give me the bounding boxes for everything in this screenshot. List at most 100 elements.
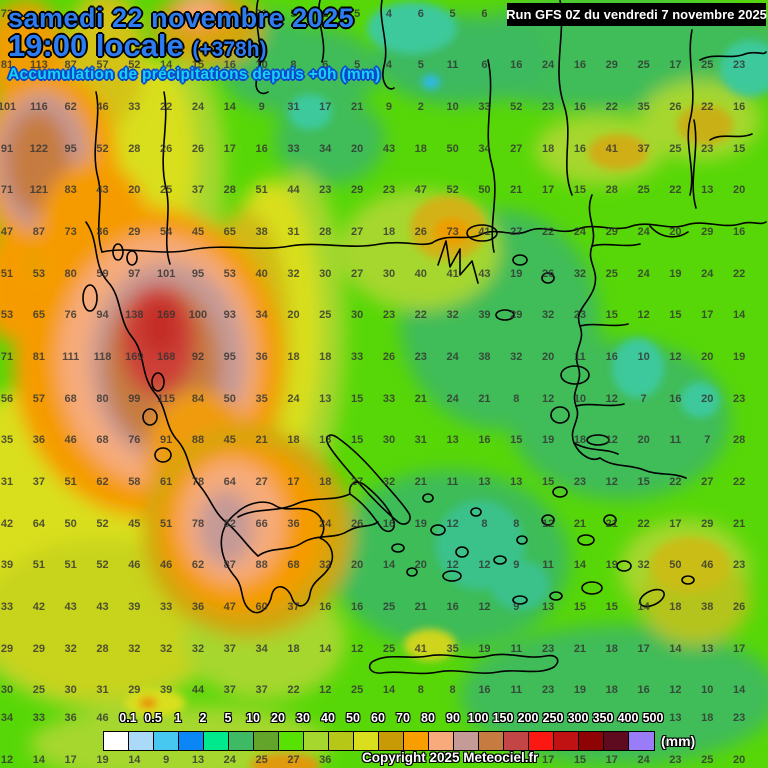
grid-value: 27 — [510, 143, 523, 155]
grid-value: 22 — [637, 518, 650, 530]
legend-threshold-label: 400 — [617, 711, 639, 725]
grid-value: 8 — [513, 393, 520, 405]
grid-value: 31 — [0, 476, 14, 488]
grid-value: 32 — [319, 559, 332, 571]
legend-threshold-label: 50 — [346, 711, 360, 725]
grid-value: 7 — [704, 434, 711, 446]
grid-value: 15 — [669, 309, 682, 321]
grid-value: 68 — [64, 393, 77, 405]
legend-cell — [154, 732, 179, 750]
grid-value: 31 — [414, 434, 427, 446]
grid-value: 18 — [541, 143, 555, 155]
legend-cell — [304, 732, 329, 750]
grid-value: 12 — [351, 643, 364, 655]
grid-value: 15 — [605, 309, 618, 321]
grid-value: 29 — [351, 184, 364, 196]
grid-value: 23 — [382, 309, 396, 321]
grid-value: 24 — [573, 226, 587, 238]
grid-value: 92 — [191, 351, 205, 363]
grid-value: 19 — [541, 434, 555, 446]
grid-value: 82 — [223, 518, 236, 530]
grid-value: 28 — [732, 434, 746, 446]
grid-value: 21 — [414, 476, 427, 488]
grid-value: 101 — [0, 101, 17, 113]
grid-value: 15 — [351, 393, 364, 405]
grid-value: 39 — [128, 601, 141, 613]
legend-threshold-label: 1 — [174, 711, 182, 725]
grid-value: 16 — [446, 601, 459, 613]
grid-value: 14 — [32, 754, 45, 766]
grid-value: 46 — [64, 434, 77, 446]
grid-value: 17 — [541, 184, 555, 196]
grid-value: 11 — [669, 434, 682, 446]
grid-value: 32 — [382, 476, 396, 488]
grid-value: 19 — [478, 643, 491, 655]
grid-value: 5 — [417, 59, 424, 71]
grid-value: 16 — [732, 226, 746, 238]
grid-value: 52 — [96, 518, 109, 530]
grid-value: 68 — [287, 559, 300, 571]
grid-value: 28 — [223, 184, 236, 196]
grid-value: 36 — [96, 226, 109, 238]
grid-value: 9 — [513, 559, 520, 571]
grid-value: 16 — [637, 684, 650, 696]
grid-value: 68 — [96, 434, 109, 446]
legend-threshold-label: 70 — [396, 711, 410, 725]
grid-value: 36 — [191, 601, 205, 613]
grid-value: 27 — [351, 226, 364, 238]
grid-value: 23 — [382, 184, 396, 196]
grid-value: 138 — [125, 309, 144, 321]
grid-value: 36 — [255, 351, 268, 363]
grid-value: 27 — [255, 476, 268, 488]
grid-value: 36 — [64, 712, 77, 724]
legend-cell — [504, 732, 529, 750]
grid-value: 15 — [637, 476, 650, 488]
grid-value: 12 — [446, 518, 459, 530]
grid-value: 14 — [223, 101, 236, 113]
legend-cell — [129, 732, 154, 750]
time-title: 19:00 locale (+378h) — [8, 28, 267, 64]
grid-value: 22 — [287, 684, 300, 696]
grid-value: 35 — [255, 393, 268, 405]
grid-value: 10 — [446, 101, 459, 113]
grid-value: 46 — [160, 559, 173, 571]
grid-value: 12 — [669, 351, 682, 363]
grid-value: 62 — [191, 559, 205, 571]
grid-value: 16 — [573, 143, 587, 155]
grid-value: 57 — [32, 393, 45, 405]
grid-value: 8 — [481, 518, 488, 530]
grid-value: 65 — [32, 309, 45, 321]
grid-value: 78 — [191, 476, 205, 488]
grid-value: 9 — [163, 754, 170, 766]
grid-value: 37 — [255, 684, 268, 696]
grid-value: 34 — [478, 143, 491, 155]
legend-cell — [229, 732, 254, 750]
grid-value: 12 — [669, 684, 682, 696]
grid-value: 43 — [478, 268, 491, 280]
grid-value: 115 — [157, 393, 176, 405]
time-label: 19:00 locale — [8, 28, 184, 63]
grid-value: 43 — [96, 184, 109, 196]
legend-cell — [429, 732, 454, 750]
grid-value: 35 — [637, 101, 650, 113]
legend-threshold-label: 60 — [371, 711, 385, 725]
grid-value: 40 — [414, 268, 427, 280]
legend-threshold-label: 20 — [271, 711, 285, 725]
grid-value: 32 — [541, 309, 555, 321]
grid-value: 14 — [573, 559, 587, 571]
grid-value: 26 — [414, 226, 427, 238]
grid-value: 16 — [669, 393, 682, 405]
grid-value: 5 — [354, 8, 361, 20]
grid-value: 21 — [573, 518, 587, 530]
grid-value: 52 — [96, 559, 109, 571]
legend-color-bar — [103, 731, 655, 751]
grid-value: 60 — [255, 601, 268, 613]
grid-value: 20 — [637, 434, 650, 446]
legend-cell — [554, 732, 579, 750]
legend-cell — [604, 732, 629, 750]
legend-cell — [179, 732, 204, 750]
grid-value: 91 — [0, 143, 14, 155]
grid-value: 18 — [319, 476, 332, 488]
grid-value: 52 — [128, 59, 141, 71]
